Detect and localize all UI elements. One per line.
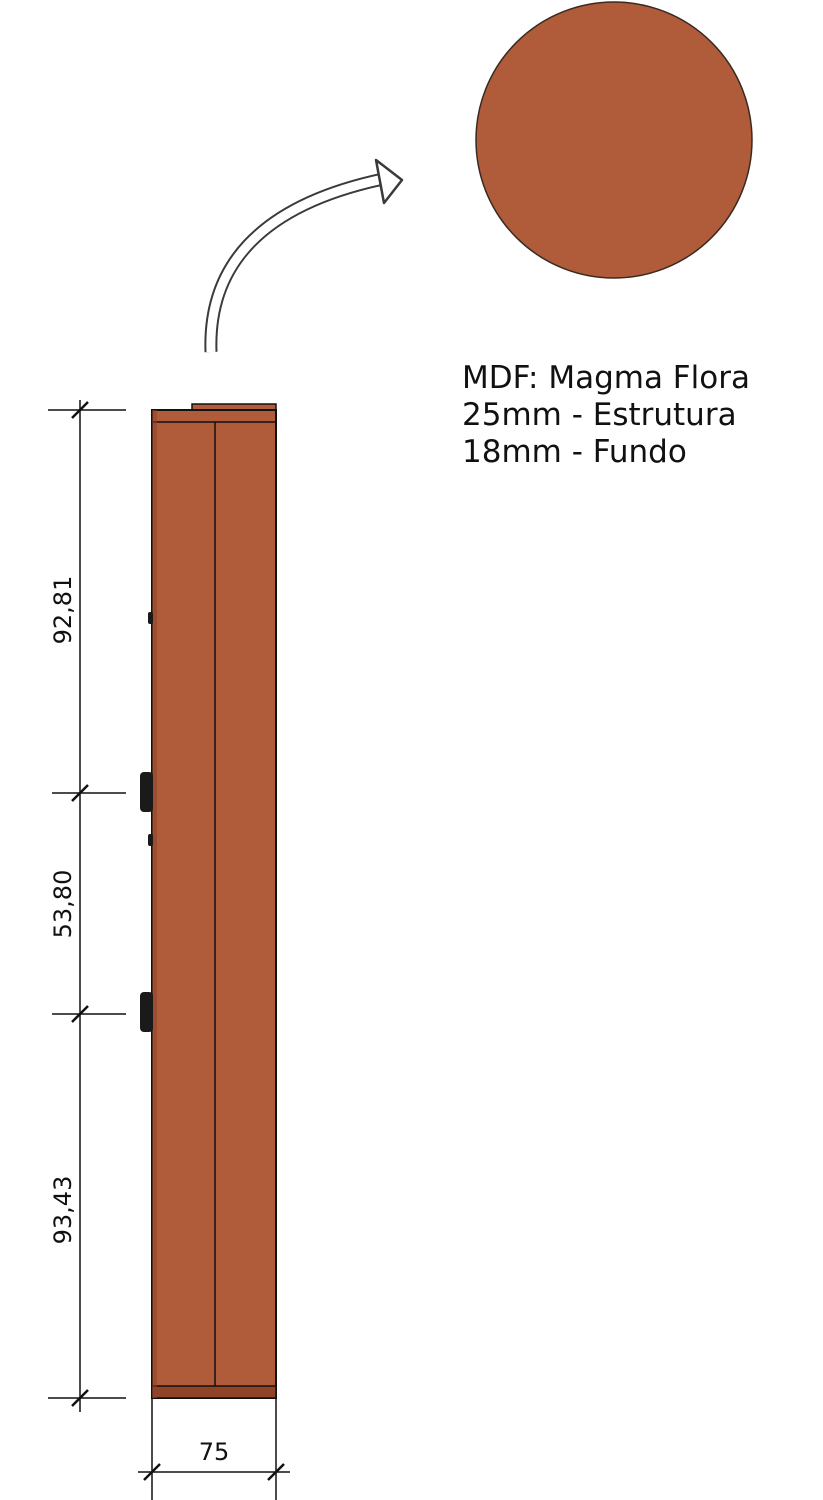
hinge-tab	[140, 772, 153, 812]
dimension-label-top: 92,81	[49, 576, 77, 645]
vertical-dimension-line	[48, 400, 126, 1412]
cabinet-side-panel	[151, 403, 277, 1399]
material-legend-line: MDF: Magma Flora	[462, 360, 750, 396]
material-legend-line: 18mm - Fundo	[462, 434, 687, 470]
hinge-tab	[148, 834, 153, 846]
material-swatch	[475, 1, 753, 279]
dimension-label-middle: 53,80	[49, 870, 77, 939]
material-legend: MDF: Magma Flora 25mm - Estrutura 18mm -…	[462, 360, 802, 471]
hinge-tab	[148, 612, 153, 624]
horizontal-dimension-line	[138, 1398, 290, 1500]
dimension-label-width: 75	[199, 1438, 230, 1466]
material-legend-line: 25mm - Estrutura	[462, 397, 737, 433]
dimension-label-bottom: 93,43	[49, 1176, 77, 1245]
curved-arrow-icon	[204, 158, 404, 353]
hinge-tab	[140, 992, 153, 1032]
